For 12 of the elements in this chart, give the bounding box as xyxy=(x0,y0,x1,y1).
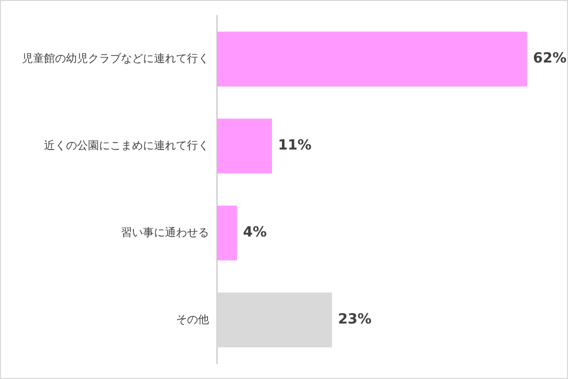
y-tick-label: 児童館の幼児クラブなどに連れて行く xyxy=(22,52,209,65)
y-tick-label: 近くの公園にこまめに連れて行く xyxy=(44,138,209,152)
data-label: 23% xyxy=(338,312,372,328)
data-label: 4% xyxy=(243,224,267,241)
bar xyxy=(217,292,332,348)
bar xyxy=(217,118,272,174)
data-label: 62% xyxy=(533,50,567,67)
data-label: 11% xyxy=(278,138,312,154)
bar xyxy=(217,206,237,260)
y-tick-label: その他 xyxy=(176,312,209,326)
y-tick-label: 習い事に通わせる xyxy=(121,226,209,239)
bar xyxy=(217,32,527,86)
